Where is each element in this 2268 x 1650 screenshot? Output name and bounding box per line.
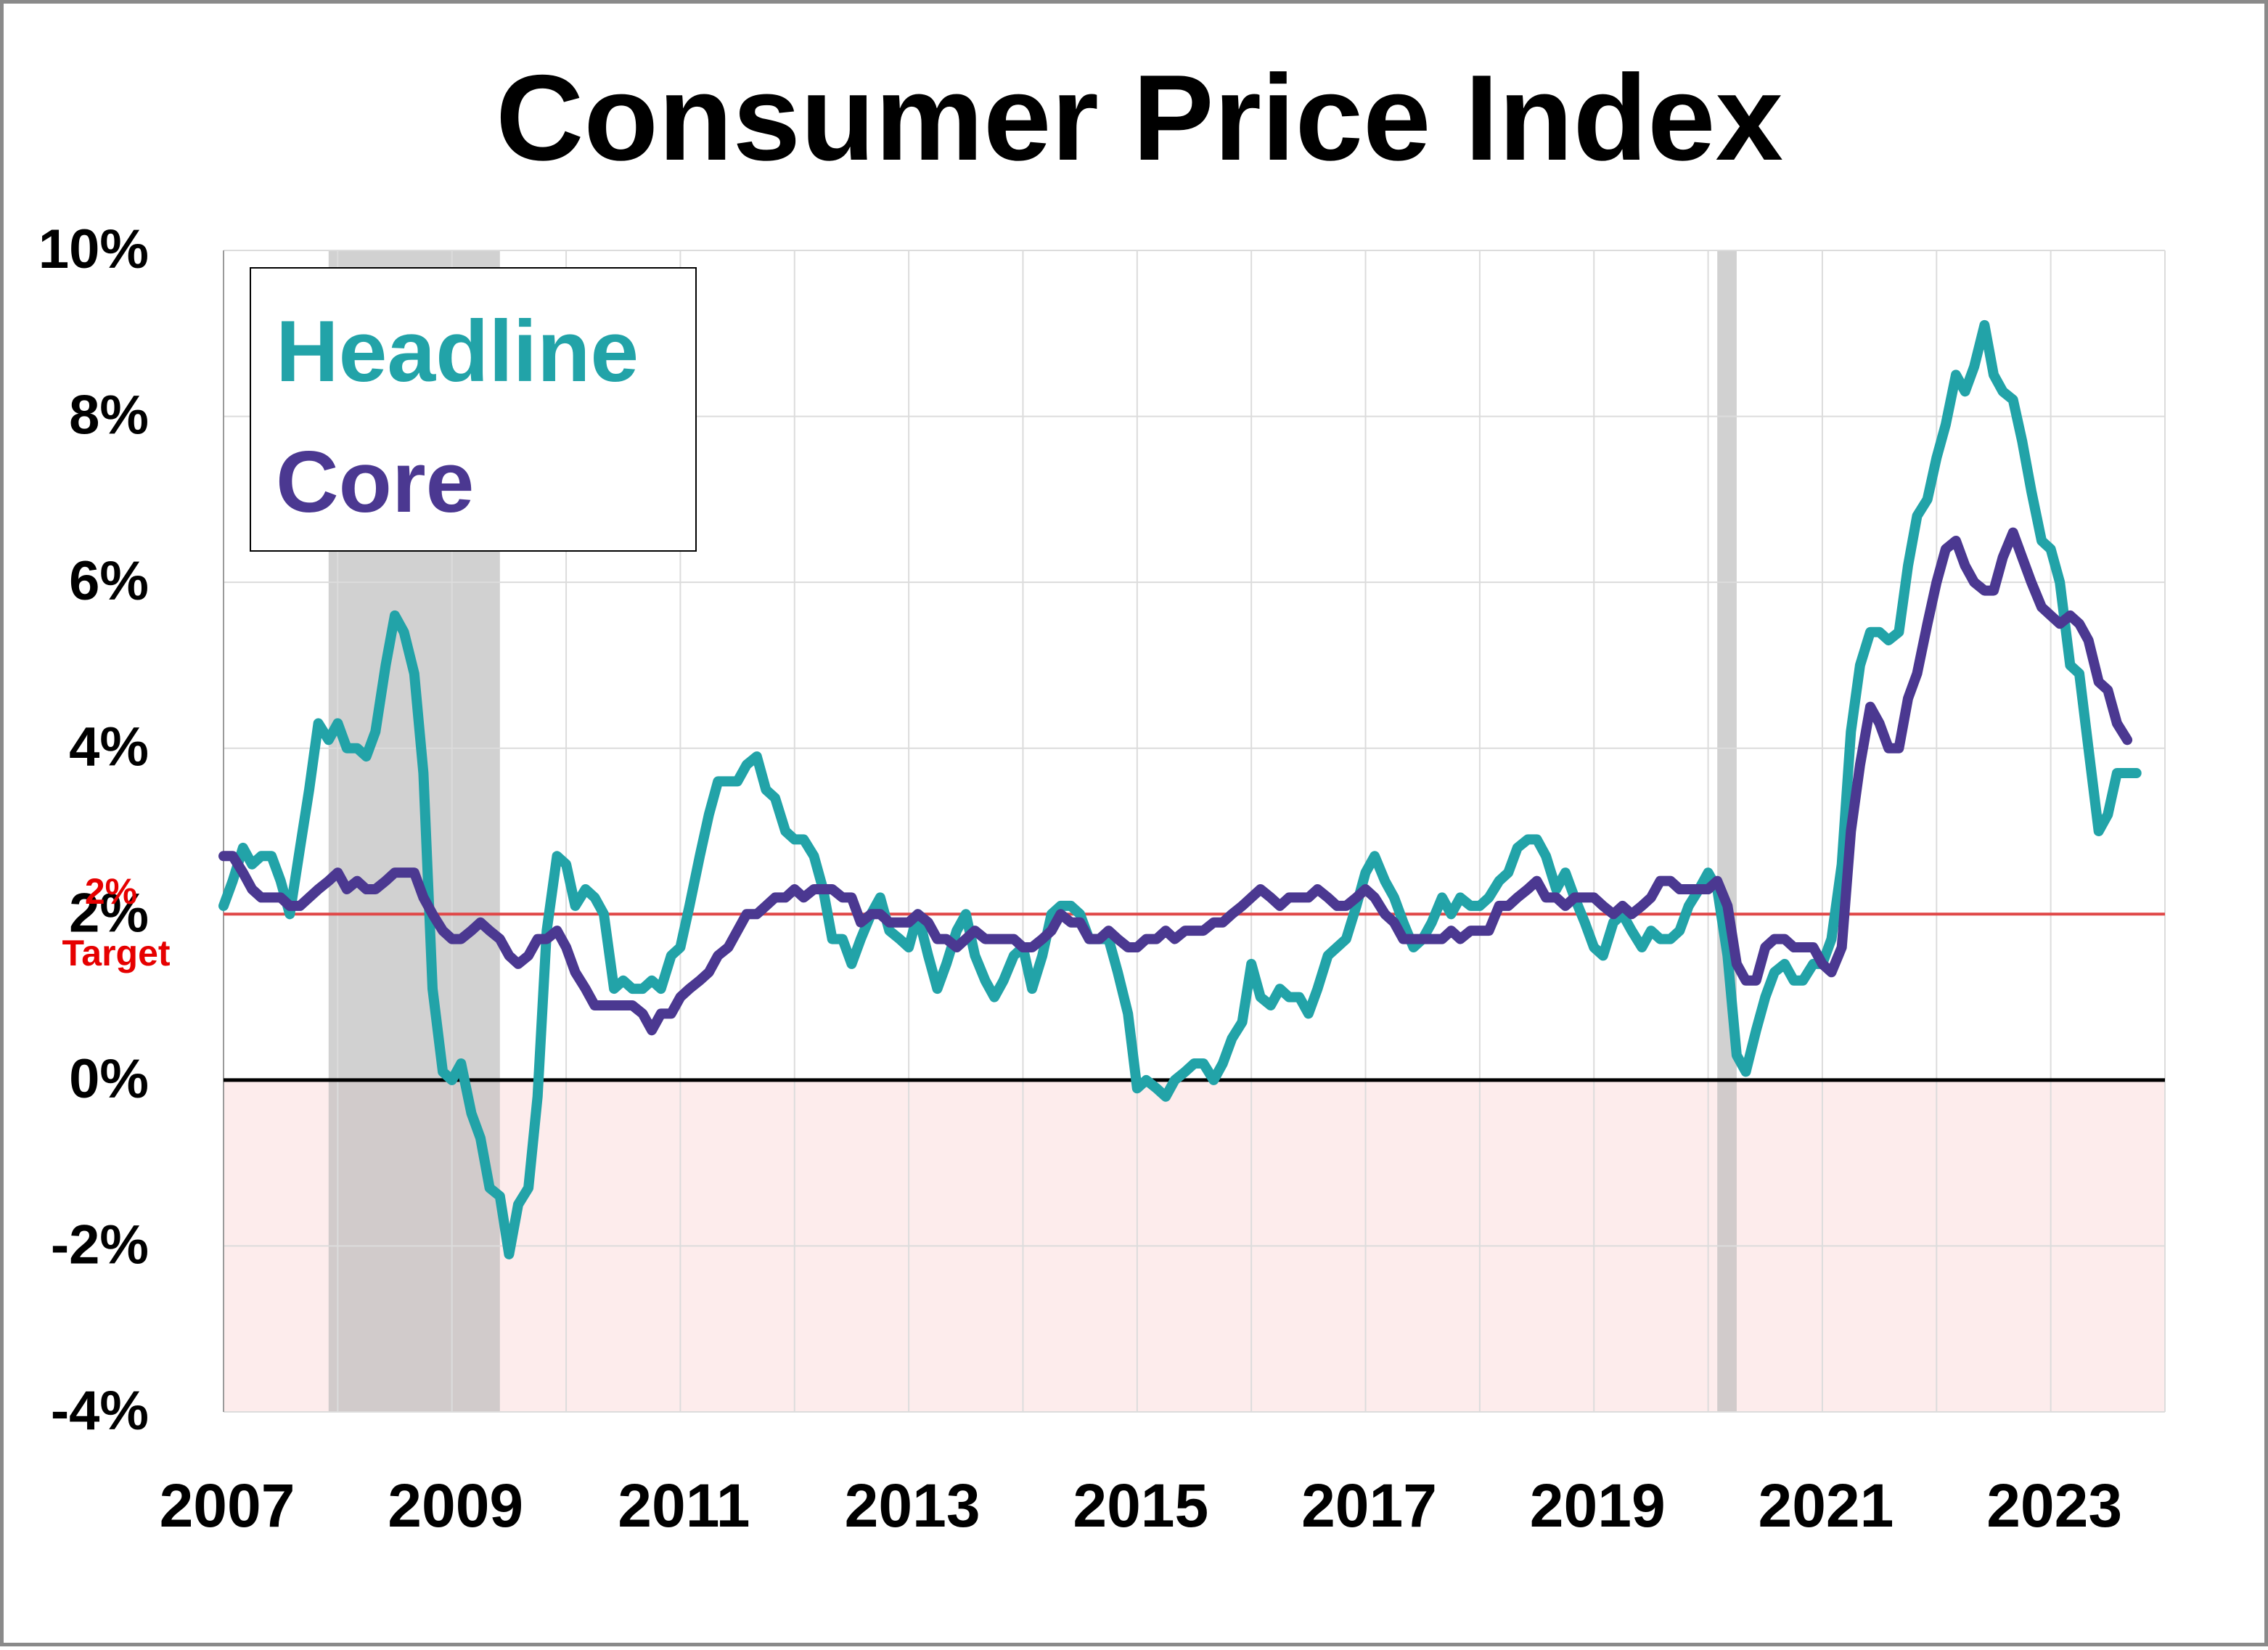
x-tick-label: 2007 xyxy=(160,1471,295,1540)
series-layer xyxy=(218,319,2142,1259)
x-tick-label: 2017 xyxy=(1301,1471,1437,1540)
x-tick-label: 2023 xyxy=(1986,1471,2122,1540)
legend-label-core: Core xyxy=(276,433,474,531)
target-label: 2% Target xyxy=(62,871,170,973)
legend-box xyxy=(250,267,697,552)
y-tick-label: 8% xyxy=(69,385,149,446)
x-tick-label: 2019 xyxy=(1530,1471,1666,1540)
y-tick-label: 2% xyxy=(69,882,149,944)
y-tick-label: -4% xyxy=(51,1380,149,1442)
series-line-core xyxy=(218,527,2133,1036)
y-tick-label: 0% xyxy=(69,1048,149,1110)
x-tick-label: 2011 xyxy=(618,1471,750,1540)
legend-label-headline: Headline xyxy=(276,303,639,400)
cpi-chart: -4% -2% 0% 2% 4% 6% 8% 10% 2007 2009 2011 2013 2015 2… xyxy=(38,49,2166,1540)
y-tick-label: -2% xyxy=(51,1214,149,1275)
target-label-value: 2% xyxy=(85,871,137,912)
y-tick-label: 4% xyxy=(69,716,149,778)
legend: Headline Core xyxy=(250,267,697,552)
x-tick-label: 2015 xyxy=(1073,1471,1208,1540)
x-tick-label: 2013 xyxy=(845,1471,981,1540)
x-tick-label: 2021 xyxy=(1759,1471,1894,1540)
x-tick-label: 2009 xyxy=(388,1471,523,1540)
chart-title: Consumer Price Index xyxy=(496,49,1783,186)
y-tick-label: 10% xyxy=(38,218,149,280)
target-label-text: Target xyxy=(62,933,170,973)
y-tick-label: 6% xyxy=(69,550,149,612)
reference-lines xyxy=(224,912,2165,1082)
recession-band-2 xyxy=(1717,250,1737,1412)
axis-tick-labels: -4% -2% 0% 2% 4% 6% 8% 10% 2007 2009 2011 2013 2015 2… xyxy=(38,218,2122,1540)
